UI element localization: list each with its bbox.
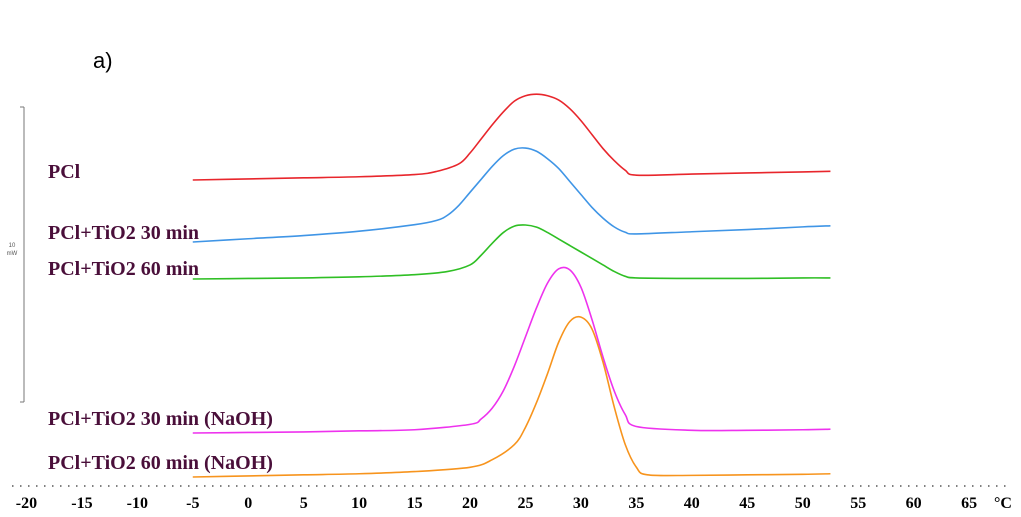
x-tick-label: 0 <box>244 495 252 512</box>
x-tick-label: 55 <box>850 495 866 512</box>
x-axis: -20 -15 -10 -5 0 5 10 15 20 25 30 35 40 45 50 55 60 65 °C <box>12 485 1012 512</box>
series-line-pcl-tio2-60-min <box>192 224 831 280</box>
legend-label-pcl-tio2-60-min-naoh: PCl+TiO2 60 min (NaOH) <box>48 452 273 474</box>
series-line-pcl <box>192 93 831 181</box>
x-tick-label: 65 <box>961 495 977 512</box>
legend-label-pcl-tio2-60-min: PCl+TiO2 60 min <box>48 258 199 280</box>
legend-label-pcl-tio2-30-min: PCl+TiO2 30 min <box>48 222 199 244</box>
x-tick-labels: -20 -15 -10 -5 0 5 10 15 20 25 30 35 40 45 50 55 60 65 <box>16 495 977 512</box>
x-tick-label: 10 <box>351 495 367 512</box>
x-tick-label: 25 <box>518 495 534 512</box>
x-tick-label: -10 <box>127 495 148 512</box>
series-layer <box>192 93 831 478</box>
x-tick-label: 60 <box>906 495 922 512</box>
x-axis-unit: °C <box>994 495 1012 512</box>
series-line-pcl-tio2-30-min <box>192 147 831 243</box>
x-tick-label: -20 <box>16 495 37 512</box>
legend-label-pcl-tio2-30-min-naoh: PCl+TiO2 30 min (NaOH) <box>48 408 273 430</box>
x-tick-label: 40 <box>684 495 700 512</box>
x-tick-label: 35 <box>628 495 644 512</box>
x-tick-label: 20 <box>462 495 478 512</box>
scale-bar-unit: mW <box>7 251 18 257</box>
x-tick-label: 45 <box>739 495 755 512</box>
x-tick-label: 30 <box>573 495 589 512</box>
x-tick-label: 50 <box>795 495 811 512</box>
x-tick-label: 15 <box>407 495 423 512</box>
x-tick-label: 5 <box>300 495 308 512</box>
scale-bar: 10 mW <box>7 106 25 403</box>
x-tick-label: -15 <box>71 495 92 512</box>
legend-layer: PCl PCl+TiO2 30 min PCl+TiO2 60 min PCl+TiO… <box>48 161 273 474</box>
scale-bar-value: 10 <box>9 243 16 249</box>
series-line-pcl-tio2-30-min-naoh <box>192 266 831 434</box>
legend-label-pcl: PCl <box>48 161 81 183</box>
panel-label: a) <box>93 48 113 73</box>
x-tick-label: -5 <box>186 495 199 512</box>
series-line-pcl-tio2-60-min-naoh <box>192 315 831 478</box>
